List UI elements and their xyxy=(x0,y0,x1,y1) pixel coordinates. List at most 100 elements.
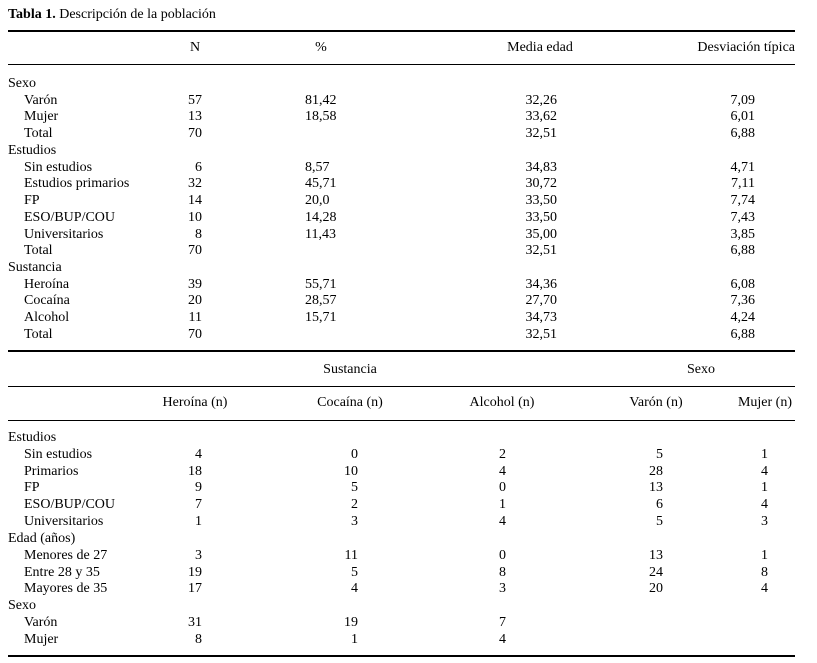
cell: 45,71 xyxy=(305,176,337,192)
row-label: Mujer xyxy=(24,631,59,647)
cell: 1 xyxy=(761,480,768,496)
rule xyxy=(8,420,795,421)
cell: 5 xyxy=(656,514,663,530)
row-label: FP xyxy=(24,193,40,209)
caption-label: Tabla 1. xyxy=(8,7,56,22)
cell: 11 xyxy=(188,310,202,326)
cell: 8 xyxy=(761,564,768,580)
row-label: Entre 28 y 35 xyxy=(24,564,100,580)
rule xyxy=(8,386,795,387)
cell: 14 xyxy=(188,193,202,209)
cell: 8,57 xyxy=(305,159,330,175)
cell: 3 xyxy=(499,581,506,597)
cell: 0 xyxy=(351,446,358,462)
cell: 81,42 xyxy=(305,92,337,108)
cell: 20 xyxy=(649,581,663,597)
cell: 7 xyxy=(499,615,506,631)
cell: 4 xyxy=(499,514,506,530)
column-header: Mujer (n) xyxy=(737,395,793,410)
column-header: Desviación típica xyxy=(697,40,795,55)
cell: 15,71 xyxy=(305,310,337,326)
group-label: Edad (años) xyxy=(8,530,76,546)
cell: 57 xyxy=(188,92,202,108)
cell: 6,88 xyxy=(730,326,756,342)
cell: 6 xyxy=(656,497,663,513)
cell: 19 xyxy=(344,615,358,631)
group-label: Estudios xyxy=(8,142,57,158)
group-label: Sexo xyxy=(8,598,36,614)
cell: 2 xyxy=(499,446,506,462)
cell: 6 xyxy=(195,159,202,175)
cell: 4 xyxy=(499,463,506,479)
cell: 5 xyxy=(351,480,358,496)
cell: 7,09 xyxy=(730,92,756,108)
cell: 28,57 xyxy=(305,293,337,309)
cell: 3 xyxy=(195,547,202,563)
cell: 35,00 xyxy=(525,226,558,242)
cell: 4 xyxy=(761,581,768,597)
rule xyxy=(8,350,795,352)
cell: 24 xyxy=(649,564,663,580)
column-header: Media edad xyxy=(507,40,573,55)
cell: 13 xyxy=(188,109,202,125)
cell: 14,28 xyxy=(305,209,337,225)
row-label: Mayores de 35 xyxy=(24,581,108,597)
row-label: FP xyxy=(24,480,40,496)
cell: 4 xyxy=(761,463,768,479)
cell: 7,36 xyxy=(730,293,756,309)
cell: 6,88 xyxy=(730,243,756,259)
cell: 10 xyxy=(344,463,358,479)
cell: 7,43 xyxy=(730,209,756,225)
cell: 11 xyxy=(344,547,358,563)
cell: 1 xyxy=(351,631,358,647)
row-label: Total xyxy=(24,326,53,342)
group-label: Sexo xyxy=(8,76,36,91)
cell: 4 xyxy=(761,497,768,513)
cell: 8 xyxy=(499,564,506,580)
row-label: Alcohol xyxy=(24,310,70,326)
cell: 32,26 xyxy=(525,92,558,108)
column-header: Alcohol (n) xyxy=(469,395,535,410)
cell: 70 xyxy=(188,243,202,259)
column-header: Heroína (n) xyxy=(162,395,228,410)
cell: 34,73 xyxy=(525,310,558,326)
row-label: Estudios primarios xyxy=(24,176,130,192)
cell: 6,01 xyxy=(730,109,756,125)
row-label: Primarios xyxy=(24,463,79,479)
cell: 18 xyxy=(188,463,202,479)
cell: 70 xyxy=(188,126,202,142)
column-header: Cocaína (n) xyxy=(317,395,383,410)
row-label: Varón xyxy=(24,92,58,108)
cell: 3,85 xyxy=(730,226,756,242)
cell: 19 xyxy=(188,564,202,580)
cell: 20 xyxy=(188,293,202,309)
cell: 13 xyxy=(649,480,663,496)
row-label: Mujer xyxy=(24,109,59,125)
cell: 7,74 xyxy=(730,193,756,209)
cell: 31 xyxy=(188,615,202,631)
caption: Tabla 1. Descripción de la población xyxy=(8,6,216,24)
cell: 4 xyxy=(195,446,202,462)
cell: 5 xyxy=(656,446,663,462)
cell: 0 xyxy=(499,480,506,496)
cell: 18,58 xyxy=(305,109,337,125)
cell: 70 xyxy=(188,326,202,342)
cell: 1 xyxy=(195,514,202,530)
rule xyxy=(8,655,795,657)
cell: 5 xyxy=(351,564,358,580)
cell: 32,51 xyxy=(525,243,558,259)
row-label: Total xyxy=(24,126,53,142)
rule xyxy=(8,30,795,32)
cell: 11,43 xyxy=(305,226,336,242)
column-header: Varón (n) xyxy=(629,395,683,410)
cell: 13 xyxy=(649,547,663,563)
cell: 8 xyxy=(195,226,202,242)
cell: 17 xyxy=(188,581,202,597)
row-label: Varón xyxy=(24,615,58,631)
cell: 0 xyxy=(499,547,506,563)
cell: 4,71 xyxy=(730,159,756,175)
cell: 4 xyxy=(499,631,506,647)
row-label: Universitarios xyxy=(24,226,104,242)
row-label: Sin estudios xyxy=(24,446,93,462)
